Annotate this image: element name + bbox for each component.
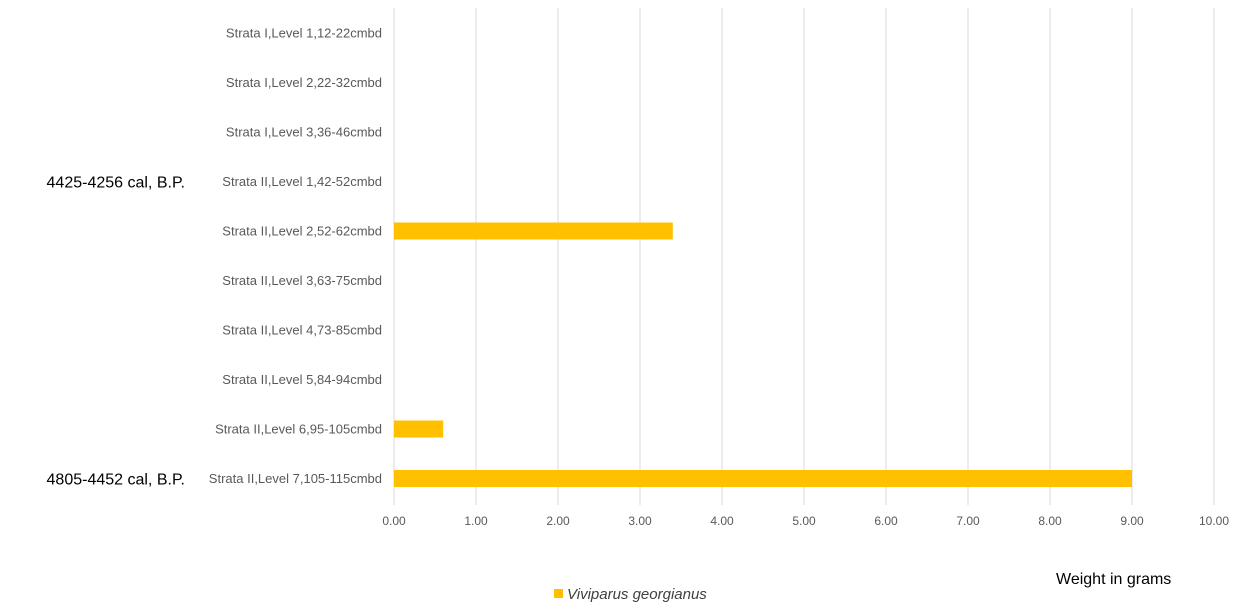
bars [394,222,1132,487]
date-annotation: 4805-4452 cal, B.P. [47,472,185,489]
gridlines [393,8,1215,505]
category-label: Strata II,Level 4,73-85cmbd [222,323,382,338]
x-tick-label: 2.00 [546,514,570,528]
x-tick-label: 10.00 [1199,514,1229,528]
annotations: 4425-4256 cal, B.P. 4805-4452 cal, B.P. [47,175,185,489]
bar [394,222,673,240]
category-label: Strata II,Level 6,95-105cmbd [215,422,382,437]
category-label: Strata I,Level 1,12-22cmbd [226,26,382,41]
category-label: Strata II,Level 1,42-52cmbd [222,174,382,189]
legend: Viviparus georgianus [554,586,707,603]
category-label: Strata I,Level 3,36-46cmbd [226,125,382,140]
category-label: Strata II,Level 7,105-115cmbd [209,471,382,486]
x-tick-label: 8.00 [1038,514,1062,528]
x-tick-label: 9.00 [1120,514,1144,528]
category-labels: Strata I,Level 1,12-22cmbd Strata I,Level… [209,26,382,487]
category-label: Strata II,Level 2,52-62cmbd [222,224,382,239]
x-axis-title: Weight in grams [1056,571,1171,588]
date-annotation: 4425-4256 cal, B.P. [47,175,185,192]
x-tick-label: 4.00 [710,514,734,528]
x-tick-label: 1.00 [464,514,488,528]
x-tick-label: 7.00 [956,514,980,528]
category-label: Strata II,Level 3,63-75cmbd [222,273,382,288]
x-tick-labels: 0.00 1.00 2.00 3.00 4.00 5.00 6.00 7.00 8.00 9.00… [382,514,1229,528]
bar [394,470,1132,487]
x-tick-label: 0.00 [382,514,406,528]
x-tick-label: 3.00 [628,514,652,528]
x-tick-label: 6.00 [874,514,898,528]
category-label: Strata II,Level 5,84-94cmbd [222,372,382,387]
legend-swatch [554,589,563,598]
x-tick-label: 5.00 [792,514,816,528]
legend-label: Viviparus georgianus [567,586,707,603]
category-label: Strata I,Level 2,22-32cmbd [226,75,382,90]
bar [394,420,444,438]
